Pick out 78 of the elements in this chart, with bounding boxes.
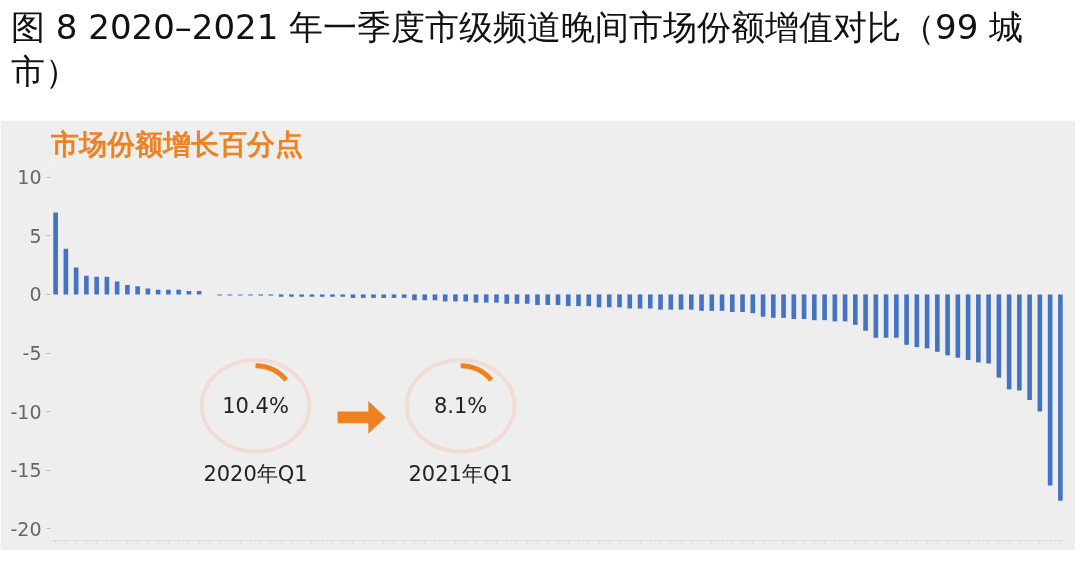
bar [442, 294, 448, 302]
bar [647, 294, 653, 309]
bar [781, 294, 786, 318]
bar [750, 294, 756, 314]
bar [381, 294, 387, 298]
bar [586, 294, 592, 307]
bar [401, 294, 407, 298]
bar [360, 294, 366, 298]
bar [822, 294, 827, 321]
bar [699, 294, 704, 311]
bar [678, 294, 684, 310]
bar [545, 294, 551, 305]
bar [1027, 294, 1032, 400]
bar [319, 294, 325, 297]
bar [729, 294, 735, 312]
bar [771, 294, 776, 318]
bar [904, 294, 909, 345]
bar [463, 294, 469, 302]
bar [84, 275, 89, 295]
annotation: 10.4% [222, 393, 289, 418]
bar [53, 212, 58, 295]
bar [299, 294, 304, 297]
bar [483, 294, 489, 303]
y-tick-label: 0 [29, 283, 42, 306]
bar [278, 294, 284, 297]
bar [688, 294, 694, 310]
bar [627, 294, 633, 309]
bar [812, 294, 817, 321]
bar [853, 294, 858, 325]
y-tick-label: -10 [10, 400, 42, 423]
bar [289, 294, 294, 297]
bar [555, 294, 561, 305]
bar [473, 294, 479, 303]
y-tick-label: 10 [17, 166, 42, 189]
bar [135, 286, 140, 295]
bar [514, 294, 520, 304]
bar [371, 294, 376, 298]
bar [1058, 294, 1063, 501]
bar [935, 294, 940, 352]
chart-title: 图 8 2020–2021 年一季度市级频道晚间市场份额增值对比（99 城市） [10, 6, 1025, 93]
annotation: 2020年Q1 [203, 461, 308, 486]
bar [494, 294, 499, 303]
y-tick-label: 5 [29, 224, 42, 247]
bar [125, 285, 130, 295]
bar [330, 294, 335, 297]
bar [945, 294, 950, 356]
bar [658, 294, 663, 310]
y-tick-label: -20 [10, 517, 42, 540]
bar [576, 294, 581, 307]
bar [668, 294, 674, 310]
annotation: 2021年Q1 [408, 461, 513, 486]
bar [740, 294, 745, 312]
bar [166, 289, 171, 295]
bar [535, 294, 540, 305]
bar [309, 294, 315, 297]
bar [617, 294, 622, 308]
bar [976, 294, 981, 363]
bar [1017, 294, 1022, 391]
bar [894, 294, 899, 338]
bar [504, 294, 510, 304]
bar [412, 294, 417, 301]
bar [606, 294, 612, 308]
y-tick-label: -15 [10, 459, 42, 482]
bar [422, 294, 428, 301]
y-tick-label: -5 [22, 342, 42, 364]
bar [94, 276, 99, 295]
y-axis-title: 市场份额增长百分点 [49, 127, 303, 161]
bar [565, 294, 571, 307]
bar [340, 294, 345, 297]
bar [391, 294, 397, 298]
bar [863, 294, 868, 331]
bar [176, 289, 181, 295]
bar [709, 294, 715, 311]
bar [986, 294, 991, 364]
annotation: 8.1% [433, 393, 488, 418]
bar [453, 294, 458, 302]
bar [350, 294, 356, 298]
bar [524, 294, 530, 304]
